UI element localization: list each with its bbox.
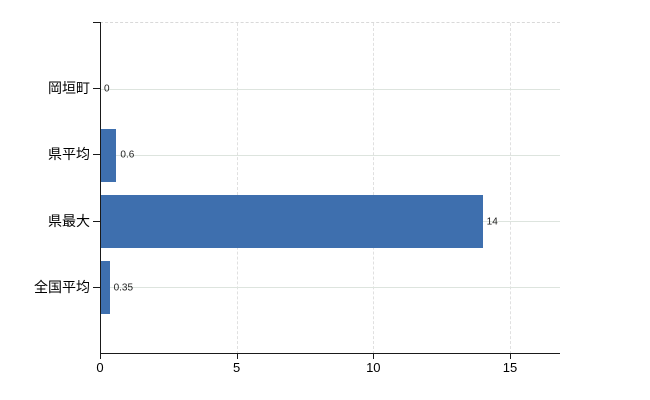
x-tick-label: 10 [366, 360, 381, 375]
y-axis-tick [93, 88, 100, 90]
bar [100, 195, 483, 249]
x-gridline [373, 23, 375, 354]
y-axis-tick [93, 220, 100, 222]
y-axis-tick [93, 154, 100, 156]
category-label: 県平均 [48, 146, 90, 163]
y-gridline [100, 287, 560, 289]
x-gridline [509, 23, 511, 354]
plot-area: 0 0.6 14 0.35 [100, 22, 560, 354]
x-gridline [236, 23, 238, 354]
category-label: 県最大 [48, 212, 90, 229]
y-axis-line [100, 22, 101, 353]
bar [100, 128, 117, 182]
bar [100, 261, 110, 315]
y-gridline [100, 88, 560, 90]
y-axis-end-tick [93, 22, 100, 23]
x-tick-label: 0 [96, 360, 104, 375]
value-label: 0.35 [113, 282, 134, 294]
y-axis-tick [93, 286, 100, 288]
value-label: 0.6 [120, 149, 135, 161]
x-tick-label: 15 [502, 360, 518, 375]
category-label: 岡垣町 [48, 80, 90, 97]
x-axis-tick [100, 353, 101, 359]
x-axis-tick [509, 353, 511, 359]
x-axis-line [100, 353, 560, 354]
value-label: 14 [486, 216, 498, 228]
y-gridline [100, 154, 560, 156]
x-axis-tick [373, 353, 375, 359]
category-label: 全国平均 [34, 278, 90, 295]
value-label: 0 [104, 83, 110, 95]
x-axis-tick [236, 353, 238, 359]
x-tick-label: 5 [233, 360, 241, 375]
